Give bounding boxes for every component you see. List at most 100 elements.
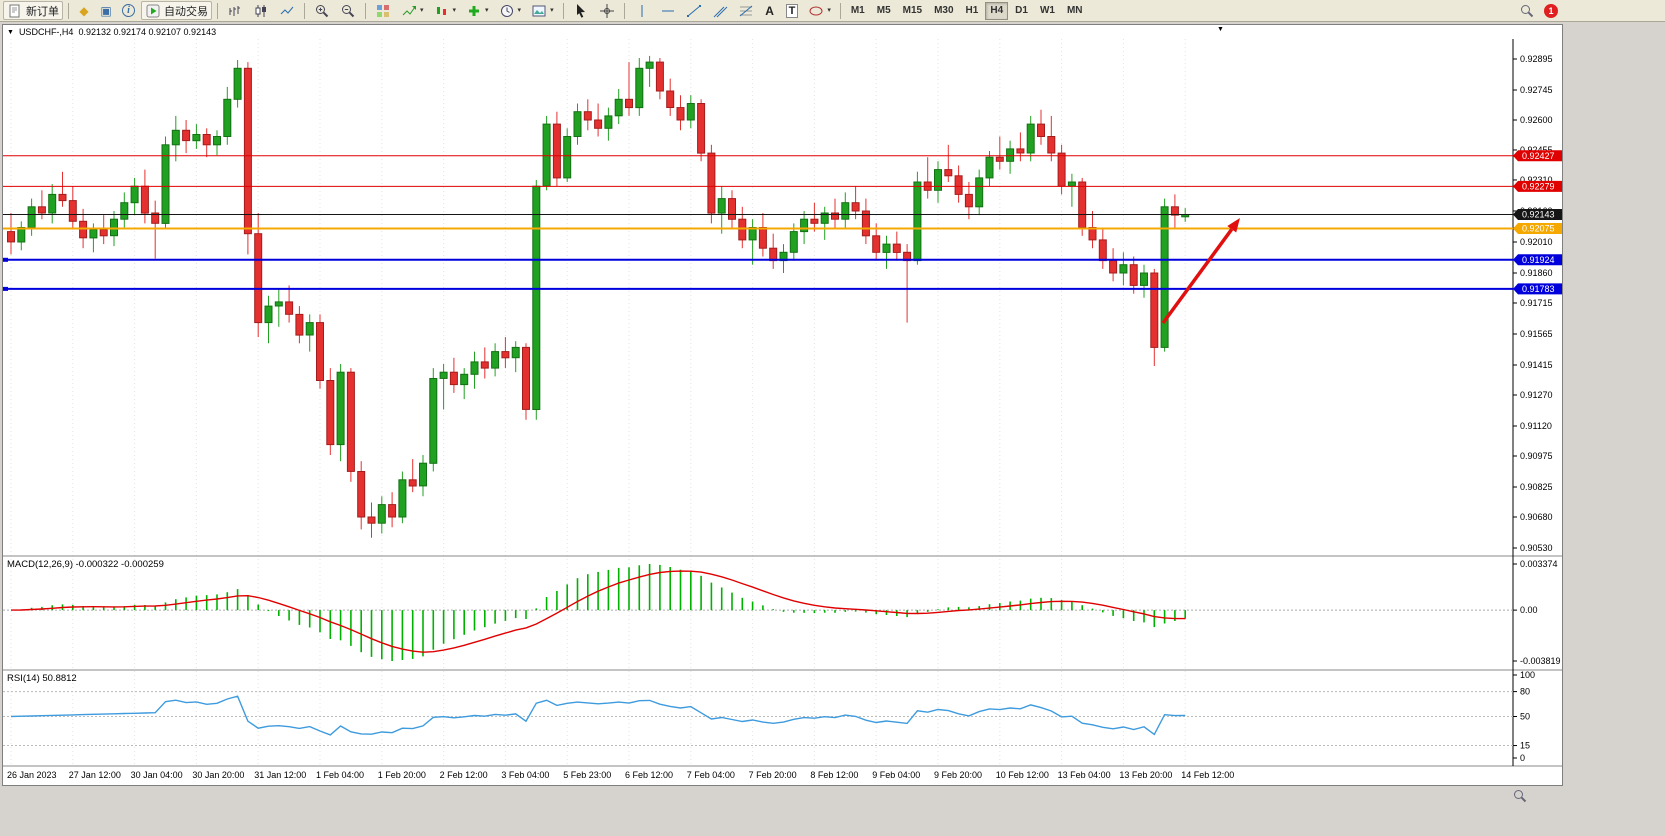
svg-text:0.91120: 0.91120	[1520, 421, 1552, 431]
cursor-tool-button[interactable]	[569, 1, 593, 20]
timeframe-m1-button[interactable]: M1	[850, 5, 865, 16]
svg-text:27 Jan 12:00: 27 Jan 12:00	[69, 770, 121, 780]
svg-text:0.91565: 0.91565	[1520, 329, 1553, 339]
chevron-down-icon: ▾	[420, 7, 424, 14]
toolbar-separator	[623, 2, 625, 19]
svg-text:-0.003819: -0.003819	[1520, 656, 1561, 666]
template-icon	[532, 5, 546, 16]
svg-text:1 Feb 04:00: 1 Feb 04:00	[316, 770, 364, 780]
info-icon: i	[122, 4, 135, 17]
new-order-icon	[9, 4, 20, 17]
bar-chart-button[interactable]	[223, 1, 247, 20]
svg-text:0.92143: 0.92143	[1522, 210, 1555, 220]
label-tool-button[interactable]: T	[782, 1, 803, 20]
line-chart-button[interactable]	[275, 1, 299, 20]
svg-text:26 Jan 2023: 26 Jan 2023	[7, 770, 57, 780]
svg-text:0.92600: 0.92600	[1520, 115, 1553, 125]
trendline-tool-button[interactable]	[682, 1, 706, 20]
collapse-triangle-icon[interactable]: ▼	[7, 28, 14, 36]
fibonacci-tool-button[interactable]	[734, 1, 758, 20]
vertical-line-icon	[641, 4, 643, 17]
symbols-icon: ◆	[79, 3, 89, 18]
svg-text:14 Feb 12:00: 14 Feb 12:00	[1181, 770, 1234, 780]
candlestick-chart-button[interactable]	[249, 1, 273, 20]
vertical-line-tool-button[interactable]	[630, 1, 654, 20]
toolbar-separator	[304, 2, 305, 19]
svg-text:0.92455: 0.92455	[1520, 145, 1553, 155]
timeframe-m5-button[interactable]: M5	[876, 5, 891, 16]
one-click-trading-arrow-icon[interactable]: ▼	[1217, 26, 1224, 33]
fibonacci-icon	[739, 5, 752, 16]
template-button[interactable]: ▾	[527, 1, 558, 20]
candlestick-chart-icon	[255, 4, 266, 17]
svg-text:0.92075: 0.92075	[1522, 224, 1555, 234]
add-indicator-button[interactable]: ▾	[462, 1, 493, 20]
horizontal-line-tool-button[interactable]	[656, 1, 680, 20]
chevron-down-icon: ▾	[517, 7, 522, 14]
clock-icon	[500, 4, 513, 17]
chart-ohlc-values: 0.92132 0.92174 0.92107 0.92143	[78, 27, 217, 37]
zoom-in-button[interactable]	[310, 1, 334, 20]
add-indicator-icon	[469, 5, 480, 16]
info-button[interactable]: i	[118, 1, 139, 20]
chevron-down-icon: ▾	[550, 7, 554, 14]
svg-text:1 Feb 20:00: 1 Feb 20:00	[378, 770, 426, 780]
notification-badge[interactable]: 1	[1544, 3, 1558, 18]
channel-tool-button[interactable]	[708, 1, 732, 20]
new-order-label: 新订单	[26, 5, 59, 18]
svg-text:0.90680: 0.90680	[1520, 512, 1553, 522]
trendline-icon	[686, 4, 701, 17]
svg-text:0.90825: 0.90825	[1520, 482, 1553, 492]
timeframe-m15-button[interactable]: M15	[902, 5, 923, 16]
bottom-zoom-icon[interactable]	[1512, 788, 1528, 804]
zoom-out-icon	[342, 4, 355, 17]
svg-text:0.91415: 0.91415	[1520, 360, 1553, 370]
search-icon[interactable]	[1519, 3, 1535, 19]
svg-text:0: 0	[1520, 753, 1525, 763]
crosshair-tool-button[interactable]	[595, 1, 619, 20]
svg-text:6 Feb 12:00: 6 Feb 12:00	[625, 770, 673, 780]
timeframe-mn-button[interactable]: MN	[1066, 5, 1083, 16]
auto-trading-label: 自动交易	[164, 5, 208, 18]
svg-text:0.91270: 0.91270	[1520, 390, 1553, 400]
toolbar-separator	[217, 2, 218, 19]
chevron-down-icon: ▾	[452, 7, 457, 14]
symbols-button[interactable]: ◆	[74, 1, 94, 20]
shapes-tool-button[interactable]: ▾	[804, 1, 835, 20]
text-tool-button[interactable]: A	[760, 1, 780, 20]
chart-canvas[interactable]: 26 Jan 2023 27 Jan 12:00 30 Jan 04:00 30 Ja…	[3, 39, 1562, 787]
market-watch-button[interactable]: ▣	[96, 1, 116, 20]
svg-text:0.92010: 0.92010	[1520, 237, 1553, 247]
svg-text:MACD(12,26,9) -0.000322 -0.000: MACD(12,26,9) -0.000322 -0.000259	[7, 559, 164, 570]
svg-text:31 Jan 12:00: 31 Jan 12:00	[254, 770, 306, 780]
chart-symbol-timeframe: USDCHF-,H4	[18, 27, 74, 37]
svg-text:3 Feb 04:00: 3 Feb 04:00	[501, 770, 549, 780]
timeframe-w1-button[interactable]: W1	[1039, 5, 1055, 16]
tile-windows-button[interactable]	[371, 1, 395, 20]
indicator-list-button[interactable]: ▾	[430, 1, 461, 20]
label-tool-label: T	[785, 3, 799, 18]
svg-text:0.92427: 0.92427	[1522, 151, 1555, 161]
crosshair-icon	[599, 3, 614, 18]
toolbar-separator	[68, 2, 69, 19]
main-toolbar: 新订单 ◆ ▣ i 自动交易 ▾ ▾ ▾ ▾ ▾ A T ▾ M1 M5 M15…	[0, 0, 1665, 22]
line-chart-icon	[280, 6, 294, 14]
timeframe-m30-button[interactable]: M30	[934, 5, 954, 16]
channel-icon	[713, 6, 727, 17]
timeframe-d1-button[interactable]: D1	[1015, 5, 1028, 16]
svg-text:0.92279: 0.92279	[1522, 182, 1555, 192]
auto-trading-button[interactable]: 自动交易	[141, 1, 212, 20]
svg-text:0.91783: 0.91783	[1522, 284, 1555, 294]
svg-text:0.91924: 0.91924	[1522, 255, 1555, 265]
period-button[interactable]: ▾	[495, 1, 526, 20]
svg-text:5 Feb 23:00: 5 Feb 23:00	[563, 770, 611, 780]
zoom-out-button[interactable]	[336, 1, 360, 20]
svg-text:0.91860: 0.91860	[1520, 268, 1553, 278]
indicators-button[interactable]: ▾	[397, 1, 428, 20]
svg-text:8 Feb 12:00: 8 Feb 12:00	[810, 770, 858, 780]
new-order-button[interactable]: 新订单	[3, 1, 63, 20]
svg-text:13 Feb 20:00: 13 Feb 20:00	[1119, 770, 1172, 780]
timeframe-h1-button[interactable]: H1	[965, 5, 979, 16]
timeframe-h4-button[interactable]: H4	[985, 1, 1009, 20]
toolbar-separator	[839, 2, 841, 19]
